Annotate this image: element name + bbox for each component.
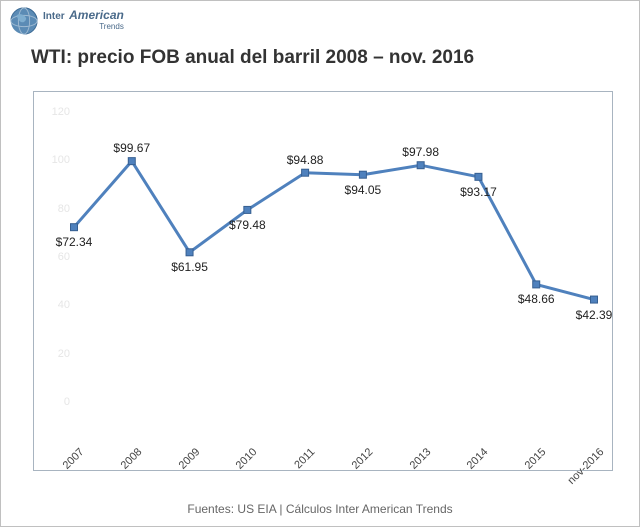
data-label: $72.34 xyxy=(56,235,93,249)
chart-title: WTI: precio FOB anual del barril 2008 – … xyxy=(31,47,474,69)
logo-line2: American xyxy=(69,8,124,22)
chart-page: Inter American Trends WTI: precio FOB an… xyxy=(0,0,640,527)
footer-source: Fuentes: US EIA | Cálculos Inter America… xyxy=(1,502,639,516)
logo-text: Inter American Trends xyxy=(43,10,124,32)
series-marker xyxy=(417,162,424,169)
x-tick-label: 2010 xyxy=(202,446,260,504)
logo-line3: Trends xyxy=(43,22,124,32)
globe-icon xyxy=(9,6,39,36)
header-bar: Inter American Trends xyxy=(1,1,639,41)
series-marker xyxy=(591,296,598,303)
logo-line1: Inter xyxy=(43,11,65,22)
x-tick-label: 2014 xyxy=(433,446,491,504)
series-marker xyxy=(186,249,193,256)
data-label: $93.17 xyxy=(460,185,497,199)
data-label: $61.95 xyxy=(171,260,208,274)
series-line xyxy=(74,161,594,299)
logo: Inter American Trends xyxy=(1,6,124,36)
x-tick-label: 2012 xyxy=(317,446,375,504)
data-label: $99.67 xyxy=(113,141,150,155)
data-label: $42.39 xyxy=(576,308,613,322)
x-tick-label: 2011 xyxy=(260,446,318,504)
data-label: $94.05 xyxy=(345,183,382,197)
series-marker xyxy=(128,158,135,165)
x-tick-label: 2009 xyxy=(144,446,202,504)
series-marker xyxy=(533,281,540,288)
data-label: $97.98 xyxy=(402,145,439,159)
x-tick-label: nov-2016 xyxy=(549,446,607,504)
y-tick-label: 40 xyxy=(40,299,70,311)
series-marker xyxy=(71,224,78,231)
series-marker xyxy=(359,171,366,178)
y-tick-label: 0 xyxy=(40,396,70,408)
x-tick-label: 2015 xyxy=(491,446,549,504)
y-tick-label: 20 xyxy=(40,348,70,360)
plot-region: $72.34$99.67$61.95$79.48$94.88$94.05$97.… xyxy=(74,112,594,402)
line-chart-svg xyxy=(74,112,594,402)
series-marker xyxy=(302,169,309,176)
y-tick-label: 60 xyxy=(40,251,70,263)
y-tick-label: 100 xyxy=(40,154,70,166)
x-tick-label: 2013 xyxy=(375,446,433,504)
series-marker xyxy=(475,173,482,180)
x-tick-label: 2008 xyxy=(86,446,144,504)
data-label: $94.88 xyxy=(287,153,324,167)
x-tick-label: 2007 xyxy=(29,446,87,504)
series-marker xyxy=(244,206,251,213)
y-tick-label: 80 xyxy=(40,203,70,215)
data-label: $79.48 xyxy=(229,218,266,232)
y-tick-label: 120 xyxy=(40,106,70,118)
data-label: $48.66 xyxy=(518,292,555,306)
chart-area: $72.34 $99.67 $61.95 $79.48 $94.88 $94.05 $97.… xyxy=(33,91,613,471)
